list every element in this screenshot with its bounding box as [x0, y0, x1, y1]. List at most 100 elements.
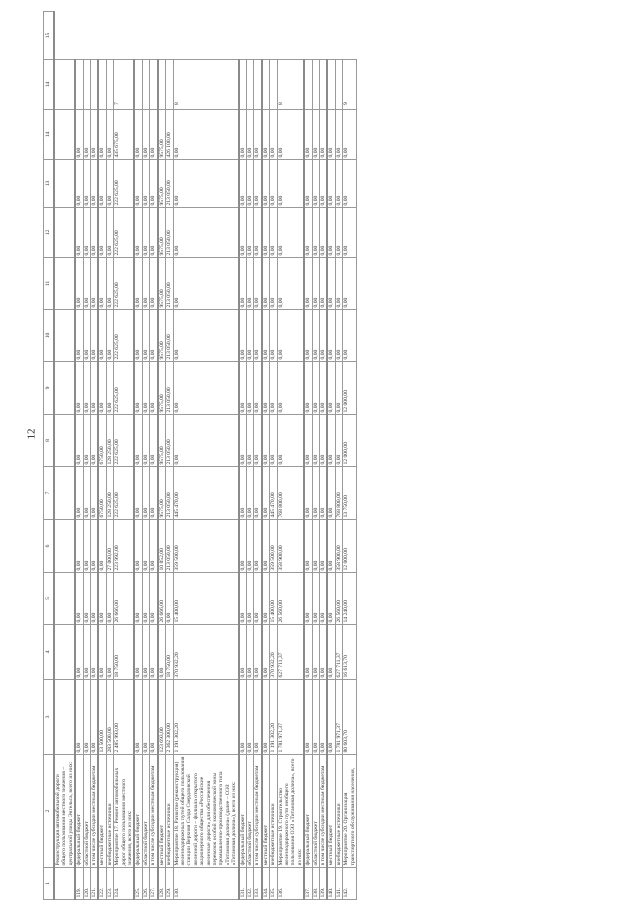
amount-cell: 0,00 [142, 414, 150, 467]
column-header: 14 [43, 59, 54, 110]
amount-cell: 0,00 [261, 572, 270, 625]
amount-cell: 0,00 [261, 257, 270, 310]
row-number: 136. [277, 867, 305, 900]
amount-cell: 0,00 [142, 257, 150, 310]
reference-cell [142, 59, 150, 110]
amount-cell: 0,00 [246, 207, 254, 258]
amount-cell: 0,00 [253, 257, 262, 310]
amount-cell: 0,00 [269, 414, 278, 467]
amount-cell: 0,00 [90, 159, 99, 208]
column-header: 8 [43, 414, 54, 467]
amount-cell [54, 207, 76, 258]
amount-cell: 0,00 [269, 207, 278, 258]
amount-cell: 627 711,37 [335, 624, 343, 680]
row-description: местный бюджет [157, 754, 166, 868]
amount-cell: 0,00 [83, 159, 91, 208]
amount-cell: 0,00 [142, 109, 150, 160]
funding-table: 1 2 3 4 5 6 7 8 9 10 11 12 13 14 14 15 Реконструкция ав… [43, 11, 357, 900]
table-row: 140. местный бюджет 0,00 0,00 0,00 0,00 0,00 0,… [327, 12, 336, 900]
amount-cell: 2 362 300,00 [165, 679, 173, 755]
amount-cell: 0,00 [90, 109, 99, 160]
amount-cell: 14 240,00 [342, 572, 357, 625]
amount-cell: 26 666,00 [113, 572, 135, 625]
row-number: 129. [165, 867, 173, 900]
column-header: 9 [43, 361, 54, 415]
reference-cell: 9 [342, 59, 357, 110]
amount-cell: 0,00 [238, 257, 247, 310]
amount-cell: 0,00 [75, 309, 84, 362]
table-row: 123. внебюджетные источники 283 500,00 0,00… [106, 12, 114, 900]
amount-cell: 0,00 [269, 309, 278, 362]
amount-cell: 0,00 [98, 159, 107, 208]
amount-cell: 0,00 [261, 207, 270, 258]
reference-cell [253, 59, 262, 110]
amount-cell: 0,00 [304, 207, 313, 258]
amount-cell: 0,00 [269, 159, 278, 208]
reference-cell [98, 59, 107, 110]
amount-cell: 9575,00 [157, 257, 166, 310]
amount-cell: 0,00 [238, 159, 247, 208]
amount-cell: 627 711,37 [277, 624, 305, 680]
amount-cell [54, 466, 76, 520]
amount-cell [54, 679, 76, 755]
amount-cell: 0,00 [238, 572, 247, 625]
amount-cell: 1 781 971,37 [335, 679, 343, 755]
amount-cell: 0,00 [75, 679, 84, 755]
amount-cell: 768 800,00 [277, 466, 305, 520]
amount-cell: 0,00 [149, 309, 158, 362]
amount-cell: 0,00 [304, 679, 313, 755]
reference-cell [149, 59, 158, 110]
amount-cell: 0,00 [335, 207, 343, 258]
amount-cell: 0,00 [253, 159, 262, 208]
reference-cell [83, 59, 91, 110]
amount-cell: 445 470,00 [269, 466, 278, 520]
row-description: местный бюджет [98, 754, 107, 868]
column-header: 13 [43, 159, 54, 208]
amount-cell: 0,00 [90, 207, 99, 258]
amount-cell: 0,00 [319, 624, 328, 680]
amount-cell: 0,00 [149, 361, 158, 415]
row-description: внебюджетные источники [335, 754, 343, 868]
row-description: федеральный бюджет [238, 754, 247, 868]
amount-cell: 0,00 [106, 624, 114, 680]
amount-cell: 222 625,00 [113, 159, 135, 208]
amount-cell: 0,00 [312, 679, 320, 755]
row-number [54, 867, 76, 900]
row-description: федеральный бюджет [134, 754, 143, 868]
amount-cell: 0,00 [304, 257, 313, 310]
amount-cell: 2 485 993,00 [113, 679, 135, 755]
amount-cell: 0,00 [134, 361, 143, 415]
amount-cell: 0,00 [269, 361, 278, 415]
amount-cell: 0,00 [83, 466, 91, 520]
amount-cell: 0,00 [173, 361, 239, 415]
amount-cell: 0,00 [319, 519, 328, 573]
amount-cell: 0,00 [83, 207, 91, 258]
amount-cell: 359 500,00 [269, 519, 278, 573]
page-number: 12 [25, 428, 38, 440]
row-description: внебюджетные источники [106, 754, 114, 868]
amount-cell: 9575,00 [157, 109, 166, 160]
amount-cell: 370 932,20 [173, 624, 239, 680]
amount-cell: 445 470,00 [173, 466, 239, 520]
amount-cell: 1 191 302,20 [269, 679, 278, 755]
amount-cell: 0,00 [83, 624, 91, 680]
amount-cell: 0,00 [106, 361, 114, 415]
amount-cell: 222 625,00 [113, 257, 135, 310]
amount-cell: 0,00 [277, 207, 305, 258]
amount-cell: 0,00 [142, 159, 150, 208]
column-header: 15 [43, 11, 54, 60]
amount-cell: 0,00 [246, 414, 254, 467]
amount-cell: 0,00 [312, 466, 320, 520]
amount-cell: 0,00 [238, 361, 247, 415]
amount-cell: 0,00 [98, 207, 107, 258]
amount-cell: 0,00 [173, 207, 239, 258]
table-row: 125. федеральный бюджет 0,00 0,00 0,00 0,00 0,… [134, 12, 143, 900]
amount-cell: 128 250,00 [106, 466, 114, 520]
amount-cell: 0,00 [142, 207, 150, 258]
amount-cell: 0,00 [83, 361, 91, 415]
amount-cell: 222 625,00 [113, 309, 135, 362]
amount-cell: 0,00 [134, 159, 143, 208]
amount-cell: 222 625,00 [113, 466, 135, 520]
amount-cell: 0,00 [83, 109, 91, 160]
amount-cell: 213 050,00 [165, 159, 173, 208]
